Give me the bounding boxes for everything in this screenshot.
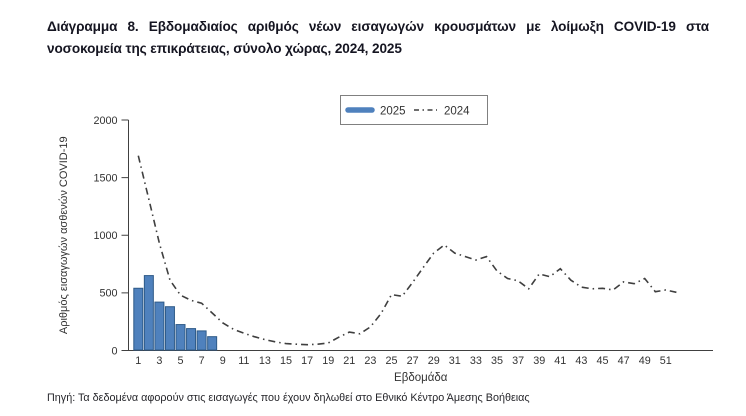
x-tick-label: 29 [428, 355, 440, 367]
legend-label-2024: 2024 [444, 106, 470, 118]
x-tick-label: 41 [554, 355, 566, 367]
x-tick-label: 33 [470, 355, 482, 367]
covid-line-2024 [137, 155, 677, 346]
x-tick-label: 13 [259, 355, 271, 367]
y-tick-label: 0 [111, 345, 117, 357]
x-tick-label: 17 [301, 355, 313, 367]
x-tick-label: 21 [343, 355, 355, 367]
bar-week-4 [164, 306, 175, 351]
x-tick-label: 7 [199, 355, 205, 367]
bar-week-6 [186, 328, 197, 351]
bar-week-8 [207, 336, 218, 351]
x-tick-label: 49 [639, 355, 651, 367]
x-tick-label: 25 [385, 355, 397, 367]
source-note: Πηγή: Τα δεδομένα αφορούν στις εισαγωγές… [47, 392, 530, 404]
chart-title: Διάγραμμα 8. Εβδομαδιαίος αριθμός νέων ε… [47, 19, 709, 56]
bar-week-5 [175, 324, 186, 351]
x-tick-label: 19 [322, 355, 334, 367]
x-tick-label: 31 [449, 355, 461, 367]
y-tick-label: 1500 [93, 172, 117, 184]
x-tick-label: 9 [220, 355, 226, 367]
bar-week-7 [196, 330, 207, 351]
x-tick-label: 1 [135, 355, 141, 367]
x-tick-label: 45 [596, 355, 608, 367]
y-tick-label: 1000 [93, 230, 117, 242]
bar-week-1 [133, 287, 144, 351]
x-tick-label: 43 [575, 355, 587, 367]
x-tick-label: 51 [660, 355, 672, 367]
x-tick-label: 11 [238, 355, 249, 367]
y-tick-label: 2000 [93, 115, 117, 127]
bar-week-2 [143, 275, 154, 351]
x-tick-label: 27 [407, 355, 419, 367]
x-tick-label: 3 [156, 355, 162, 367]
x-tick-label: 35 [491, 355, 503, 367]
x-tick-label: 47 [618, 355, 630, 367]
x-axis-title: Εβδομάδα [394, 372, 448, 384]
x-tick-label: 37 [512, 355, 524, 367]
x-tick-label: 39 [533, 355, 545, 367]
x-tick-label: 23 [364, 355, 376, 367]
bar-week-3 [154, 301, 165, 351]
x-tick-label: 15 [280, 355, 292, 367]
x-tick-label: 5 [177, 355, 183, 367]
y-tick-label: 500 [99, 288, 117, 300]
y-axis-title: Αριθμός εισαγωγών ασθενών COVID-19 [58, 136, 70, 334]
legend-label-2025: 2025 [380, 106, 406, 118]
